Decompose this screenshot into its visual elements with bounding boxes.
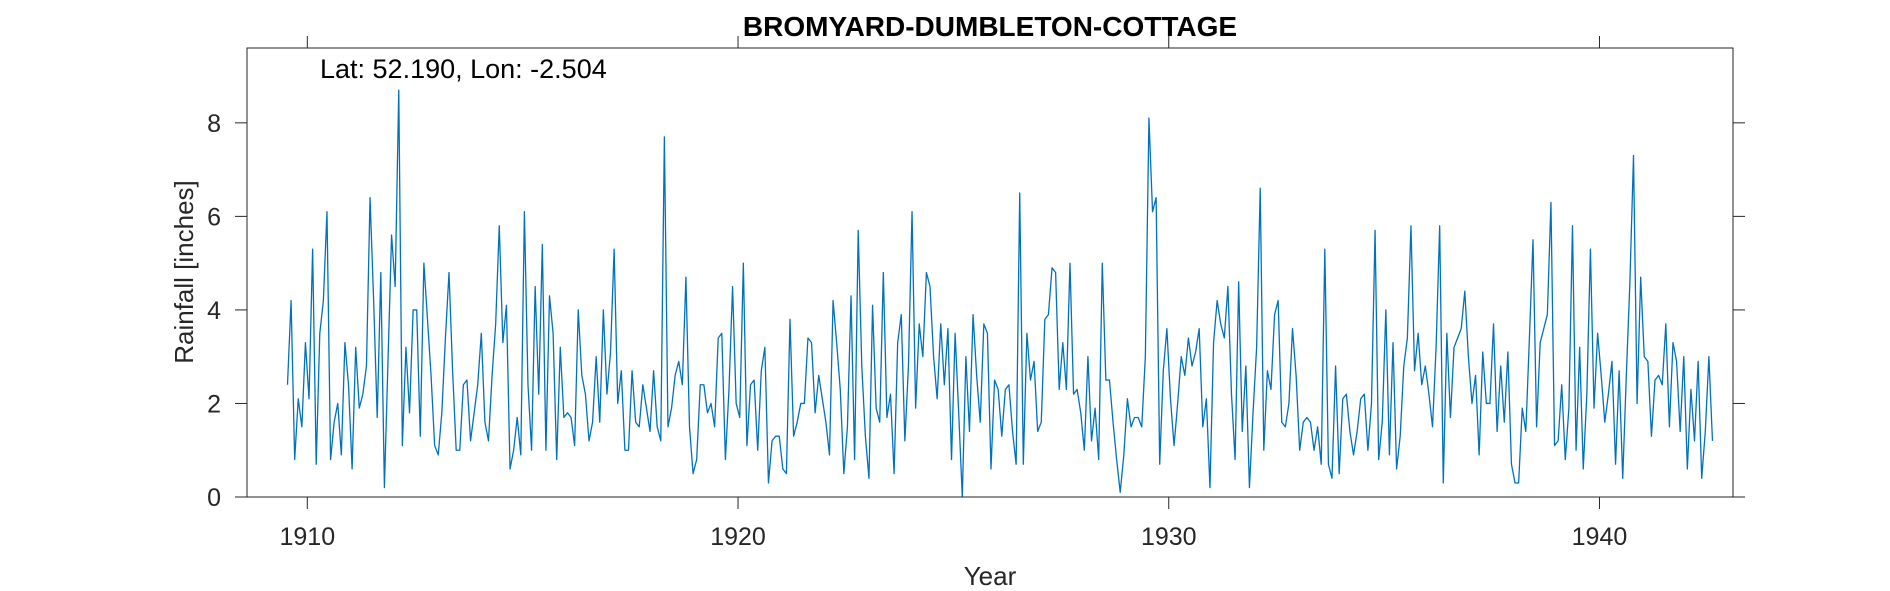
x-axis-ticks: 1910 1920 1930 1940 [279, 36, 1627, 551]
y-tick-label-2: 2 [207, 390, 221, 418]
y-tick-label-4: 4 [207, 297, 221, 325]
axes-box [246, 47, 1734, 498]
location-annotation: Lat: 52.190, Lon: -2.504 [320, 54, 607, 84]
x-tick-label-1930: 1930 [1141, 523, 1197, 551]
y-tick-label-6: 6 [207, 203, 221, 231]
x-tick-label-1910: 1910 [279, 523, 335, 551]
x-tick-label-1940: 1940 [1572, 523, 1628, 551]
y-axis-ticks: 0 2 4 6 8 [207, 110, 1745, 512]
y-axis-label: Rainfall [inches] [169, 180, 199, 364]
chart-title: BROMYARD-DUMBLETON-COTTAGE [743, 11, 1237, 42]
y-tick-label-0: 0 [207, 484, 221, 512]
x-tick-label-1920: 1920 [710, 523, 766, 551]
y-tick-label-8: 8 [207, 110, 221, 138]
x-axis-label: Year [964, 561, 1017, 591]
series-line-monthly-rainfall [286, 89, 1714, 498]
